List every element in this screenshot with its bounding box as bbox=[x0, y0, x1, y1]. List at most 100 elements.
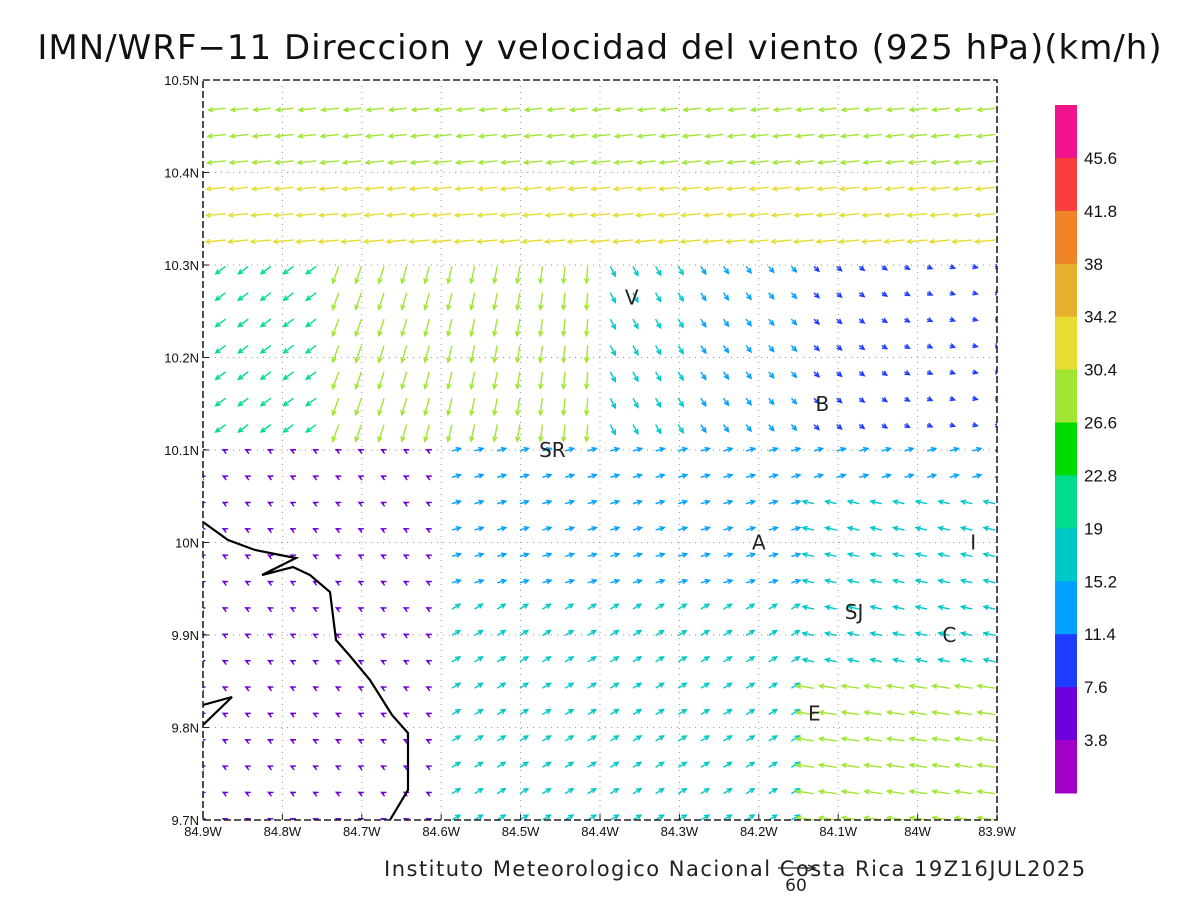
wind-arrow bbox=[972, 316, 979, 323]
wind-arrow bbox=[591, 106, 611, 113]
colorbar-segment bbox=[1055, 105, 1077, 159]
wind-arrow bbox=[976, 709, 996, 716]
wind-arrow bbox=[836, 292, 843, 299]
wind-arrow bbox=[474, 814, 484, 820]
wind-arrow bbox=[272, 212, 294, 218]
wind-arrow bbox=[244, 738, 251, 745]
wind-arrow bbox=[768, 265, 775, 274]
wind-arrow bbox=[515, 345, 521, 364]
wind-arrow bbox=[304, 371, 317, 381]
wind-arrow bbox=[312, 659, 319, 665]
wind-arrow bbox=[453, 238, 475, 245]
wind-arrow bbox=[409, 159, 430, 166]
colorbar-segment bbox=[1055, 316, 1077, 371]
wind-arrow bbox=[304, 292, 317, 302]
wind-arrow bbox=[929, 159, 950, 166]
wind-arrow bbox=[542, 761, 552, 768]
wind-arrow bbox=[380, 501, 387, 507]
wind-arrow bbox=[203, 818, 206, 820]
wind-arrow bbox=[610, 552, 621, 558]
wind-arrow bbox=[906, 185, 928, 192]
colorbar-label: 7.6 bbox=[1084, 678, 1108, 697]
wind-arrow bbox=[609, 371, 616, 383]
wind-arrow bbox=[377, 424, 385, 443]
wind-arrow bbox=[331, 266, 340, 285]
colorbar-label: 26.6 bbox=[1084, 414, 1117, 433]
wind-arrow bbox=[858, 397, 866, 404]
wind-arrow bbox=[836, 397, 843, 404]
wind-arrow bbox=[266, 712, 274, 718]
lon-tick-label: 84.6W bbox=[422, 824, 460, 839]
wind-arrow bbox=[282, 292, 294, 302]
wind-arrow bbox=[266, 528, 274, 534]
wind-arrow bbox=[790, 629, 801, 637]
wind-arrow bbox=[928, 212, 950, 218]
wind-arrow bbox=[334, 765, 342, 771]
wind-arrow bbox=[817, 788, 837, 795]
wind-arrow bbox=[203, 108, 204, 109]
wind-arrow bbox=[700, 446, 712, 453]
wind-arrow bbox=[768, 499, 779, 506]
wind-arrow bbox=[380, 448, 387, 455]
wind-arrow bbox=[317, 212, 339, 218]
wind-arrow bbox=[976, 736, 996, 742]
wind-arrow bbox=[700, 371, 707, 381]
wind-arrow bbox=[680, 185, 701, 192]
wind-arrow bbox=[846, 525, 860, 532]
wind-arrow bbox=[451, 761, 462, 768]
wind-arrow bbox=[334, 712, 342, 718]
wind-arrow bbox=[863, 788, 882, 795]
wind-arrow bbox=[953, 762, 973, 769]
wind-arrow bbox=[723, 787, 733, 795]
wind-arrow bbox=[564, 499, 576, 506]
wind-arrow bbox=[790, 603, 801, 610]
lon-tick-label: 84.2W bbox=[740, 824, 778, 839]
wind-arrow bbox=[334, 528, 342, 534]
wind-arrow bbox=[836, 446, 847, 453]
wind-arrow bbox=[885, 762, 905, 769]
wind-arrow bbox=[823, 604, 837, 611]
wind-arrow bbox=[937, 657, 950, 664]
wind-arrow bbox=[228, 159, 249, 166]
wind-arrow bbox=[634, 238, 656, 245]
wind-arrow bbox=[587, 629, 598, 637]
wind-arrow bbox=[542, 629, 552, 637]
wind-arrow bbox=[745, 345, 753, 354]
wind-arrow bbox=[635, 185, 656, 192]
wind-arrow bbox=[319, 106, 339, 113]
wind-arrow bbox=[632, 318, 639, 330]
wind-arrow bbox=[364, 159, 385, 166]
wind-arrow bbox=[609, 656, 620, 663]
wind-arrow bbox=[953, 736, 973, 742]
wind-arrow bbox=[402, 448, 410, 455]
wind-arrow bbox=[700, 318, 707, 328]
wind-arrow bbox=[474, 552, 485, 558]
city-label: SR bbox=[539, 438, 566, 462]
wind-arrow bbox=[836, 473, 847, 479]
wind-arrow bbox=[587, 526, 598, 532]
wind-arrow bbox=[885, 106, 905, 113]
wind-arrow bbox=[469, 292, 476, 311]
wind-arrow bbox=[723, 526, 734, 532]
lat-tick-label: 10.4N bbox=[164, 166, 199, 181]
wind-arrow bbox=[813, 424, 821, 431]
colorbar-segment bbox=[1055, 687, 1077, 741]
wind-arrow bbox=[590, 133, 611, 139]
wind-arrow bbox=[677, 656, 688, 663]
wind-arrow bbox=[423, 371, 430, 391]
wind-arrow bbox=[722, 397, 730, 407]
wind-arrow bbox=[451, 526, 463, 532]
wind-arrow bbox=[937, 525, 950, 532]
wind-arrow bbox=[380, 554, 387, 560]
wind-arrow bbox=[863, 106, 882, 113]
wind-arrow bbox=[221, 448, 229, 455]
wind-arrow bbox=[745, 603, 756, 610]
wind-arrow bbox=[632, 787, 643, 795]
wind-arrow bbox=[609, 397, 616, 410]
wind-arrow bbox=[407, 238, 430, 245]
wind-arrow bbox=[342, 133, 362, 139]
wind-arrow bbox=[723, 552, 734, 558]
wind-arrow bbox=[655, 499, 666, 506]
wind-arrow bbox=[377, 266, 385, 285]
colorbar-label: 45.6 bbox=[1084, 149, 1117, 168]
